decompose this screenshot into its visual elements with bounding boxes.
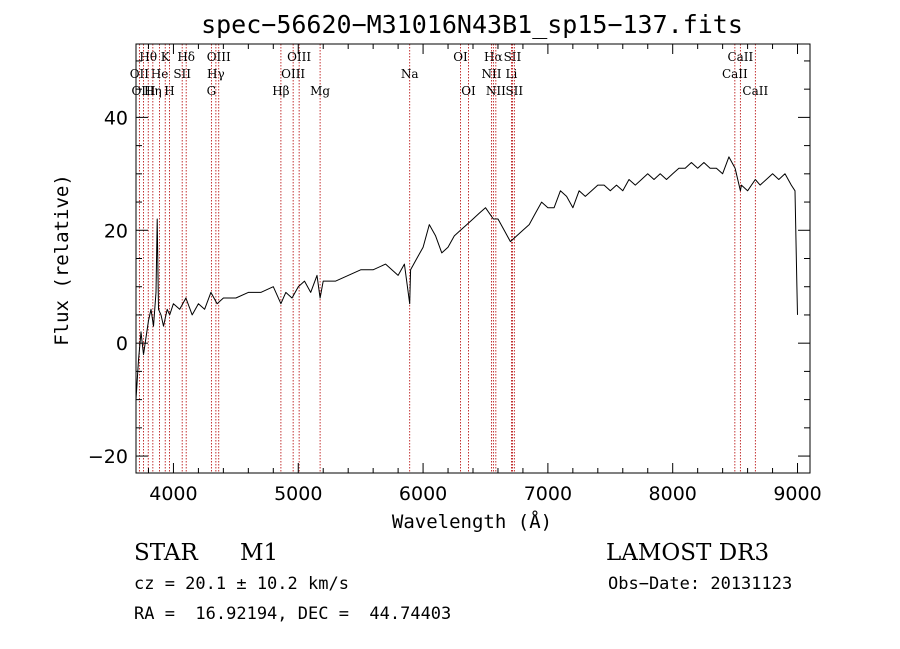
spectral-line-label-25: CaII [727, 50, 753, 64]
x-tick-label-5: 9000 [773, 483, 821, 505]
spectral-line-label-14: Hβ [272, 84, 289, 98]
y-axis-label: Flux (relative) [51, 174, 73, 346]
spectral-line-label-18: OI [461, 84, 476, 98]
coordinates: RA = 16.92194, DEC = 44.74403 [134, 604, 452, 624]
spectral-line-label-10: Hγ [207, 67, 225, 81]
spectral-line-label-20: NII [481, 67, 501, 81]
x-tick-label-1: 5000 [274, 483, 322, 505]
x-tick-label-4: 8000 [649, 483, 697, 505]
spectral-line-label-2: OIII [131, 84, 155, 98]
spectral-line-label-27: CaII [742, 84, 768, 98]
spectral-line-label-0: Hθ [139, 50, 157, 64]
x-tick-label-3: 7000 [524, 483, 572, 505]
series-layer [135, 156, 798, 400]
plot-frame [135, 43, 811, 474]
spectral-line-label-5: K [161, 50, 171, 64]
spectral-line-label-3: He [151, 67, 169, 81]
spectral-line-label-9: OIII [207, 50, 231, 64]
obs-date: Obs−Date: 20131123 [608, 574, 793, 594]
redshift-cz: cz = 20.1 ± 10.2 km/s [134, 574, 349, 594]
spectral-line-label-19: Hα [484, 50, 503, 64]
series-flux-line [135, 156, 798, 400]
spectral-line-label-23: Li [506, 67, 518, 81]
spectral-line-label-8: Hδ [177, 50, 195, 64]
object-subclass: M1 [240, 540, 279, 566]
object-type: STAR [134, 540, 198, 566]
spectral-line-label-15: Mg [310, 84, 330, 98]
spectral-line-label-13: OIII [281, 67, 305, 81]
spectral-line-label-7: H [164, 84, 174, 98]
spectral-line-label-11: G [207, 84, 217, 98]
x-axis-label: Wavelength (Å) [392, 510, 552, 533]
spectral-line-label-17: OI [453, 50, 468, 64]
ticks-layer: 4000 5000 6000 7000 8000 9000 −20 0 20 40 [88, 44, 822, 505]
spectral-line-label-4: Hη [144, 84, 162, 98]
y-tick-label-3: 40 [104, 107, 128, 129]
spectral-line-label-1: OII [130, 67, 150, 81]
spectral-line-label-21: NII [486, 84, 506, 98]
x-tick-label-0: 4000 [149, 483, 197, 505]
spectral-line-label-24: SII [505, 84, 523, 98]
chart-title: spec−56620−M31016N43B1_sp15−137.fits [201, 10, 743, 39]
spectral-line-label-26: CaII [722, 67, 748, 81]
spectral-line-label-12: OIII [287, 50, 311, 64]
y-tick-label-2: 20 [104, 220, 128, 242]
x-tick-label-2: 6000 [399, 483, 447, 505]
survey-name: LAMOST DR3 [606, 540, 770, 566]
y-tick-label-0: −20 [88, 446, 128, 468]
spectral-line-label-16: Na [401, 67, 419, 81]
spectral-line-label-22: SII [504, 50, 522, 64]
spectral-line-label-6: SII [173, 67, 191, 81]
y-tick-label-1: 0 [116, 333, 128, 355]
